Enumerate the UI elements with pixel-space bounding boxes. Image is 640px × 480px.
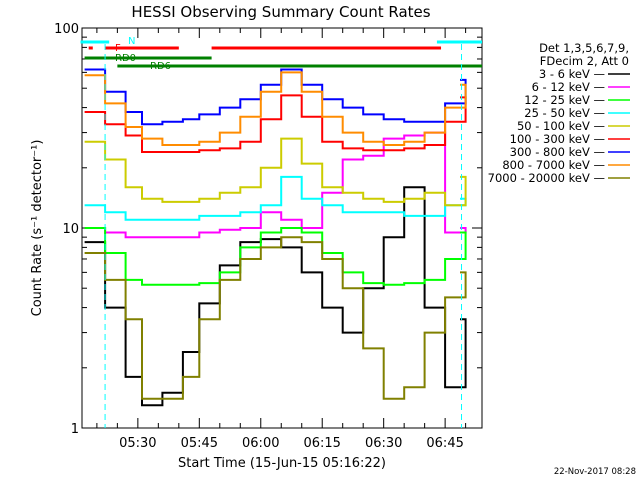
series-line-50-100-kev (84, 137, 467, 207)
legend-label: 7000 - 20000 keV — (488, 171, 605, 185)
legend-label: 6 - 12 keV — (532, 80, 605, 94)
series-line-7000-20000-kev (84, 236, 467, 400)
legend-label: 3 - 6 keV — (539, 67, 605, 81)
flag-label-rd0: RD0 (115, 53, 136, 64)
y-tick-label: 10 (62, 222, 79, 237)
flag-label-rd6: RD6 (150, 61, 171, 72)
series-line-12-25-kev (84, 227, 467, 286)
legend-label: 100 - 300 keV — (510, 132, 605, 146)
x-tick-label: 06:15 (303, 436, 340, 451)
series-line-300-800-kev (84, 68, 467, 126)
x-tick-label: 06:30 (365, 436, 402, 451)
legend-label: 50 - 100 keV — (517, 119, 605, 133)
x-axis-label: Start Time (15-Jun-15 05:16:22) (178, 456, 386, 471)
timestamp: 22-Nov-2017 08:28 (554, 467, 636, 477)
legend-header: Det 1,3,5,6,7,9, (539, 41, 629, 55)
series-layer (84, 68, 467, 407)
y-axis: 1 10 100 (54, 22, 482, 437)
x-tick-label: 05:45 (181, 436, 218, 451)
legend-header: FDecim 2, Att 0 (540, 54, 629, 68)
y-tick-label: 1 (71, 422, 79, 437)
series-line-25-50-kev (84, 175, 467, 221)
x-tick-label: 06:00 (242, 436, 279, 451)
legend-label: 300 - 800 keV — (510, 145, 605, 159)
x-tick-label: 06:45 (426, 436, 463, 451)
legend-label: 25 - 50 keV — (524, 106, 605, 120)
legend-label: 800 - 7000 keV — (502, 158, 605, 172)
x-tick-label: 05:30 (119, 436, 156, 451)
series-line-800-7000-kev (84, 71, 467, 146)
legend: Det 1,3,5,6,7,9,FDecim 2, Att 03 - 6 keV… (488, 41, 630, 185)
flag-label-n: N (128, 36, 135, 47)
legend-label: 12 - 25 keV — (524, 93, 605, 107)
y-tick-label: 100 (54, 22, 79, 37)
flag-label-f: F (115, 43, 121, 54)
x-axis: 05:30 05:45 06:00 06:15 06:30 06:45 (96, 28, 467, 451)
series-line-100-300-kev (84, 94, 467, 153)
chart-title: HESSI Observing Summary Count Rates (131, 3, 430, 21)
y-axis-label: Count Rate (s⁻¹ detector⁻¹) (30, 140, 45, 317)
